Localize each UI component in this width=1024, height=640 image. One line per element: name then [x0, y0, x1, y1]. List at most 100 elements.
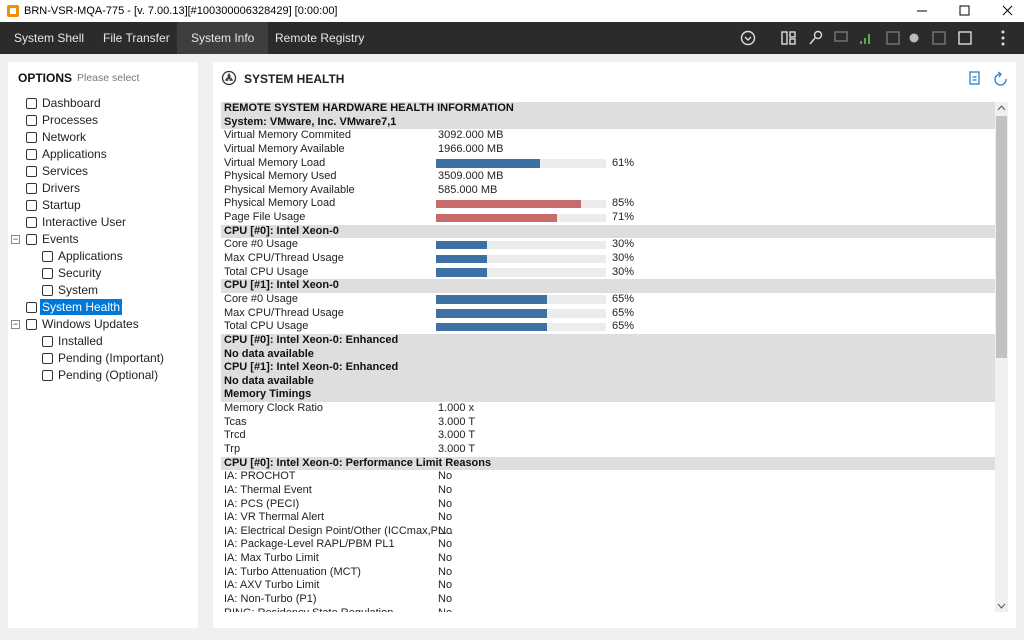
tree-icon [26, 233, 37, 245]
data-row: Max CPU/Thread Usage 30% [221, 252, 995, 266]
window-title: BRN-VSR-MQA-775 - [v. 7.00.13][#10030000… [24, 5, 338, 17]
row-value: No [438, 593, 453, 606]
section-label: REMOTE SYSTEM HARDWARE HEALTH INFORMATIO… [224, 102, 514, 114]
tree-icon [42, 284, 53, 296]
tree-item[interactable]: Security [58, 266, 102, 280]
data-row: IA: AXV Turbo Limit No [221, 579, 995, 593]
row-label: Virtual Memory Available [224, 142, 345, 155]
row-value: 3509.000 MB [438, 170, 504, 183]
row-label: IA: Package-Level RAPL/PBM PL1 [224, 538, 395, 551]
row-label: Max CPU/Thread Usage [224, 252, 344, 265]
section-label: CPU [#1]: Intel Xeon-0: Enhanced [224, 361, 399, 374]
tab[interactable]: System Info [177, 22, 269, 54]
data-row: IA: Electrical Design Point/Other (ICCma… [221, 525, 995, 539]
bar-label: 30% [612, 252, 635, 265]
tree-item[interactable]: Processes [42, 113, 99, 127]
row-label: Total CPU Usage [224, 265, 309, 278]
bar-label: 61% [612, 156, 635, 169]
tab[interactable]: File Transfer [103, 31, 170, 45]
tab[interactable]: Remote Registry [275, 31, 365, 45]
tree-item[interactable]: System Health [40, 299, 123, 315]
data-row: RING: Residency State Regulation No [221, 607, 995, 612]
data-row: Physical Memory Used 3509.000 MB [221, 170, 995, 184]
tree-item[interactable]: Installed [58, 334, 103, 348]
tree-expander[interactable]: − [11, 233, 20, 244]
tree-item[interactable]: System [58, 283, 99, 297]
row-label: IA: Turbo Attenuation (MCT) [224, 565, 361, 578]
bar-track [436, 254, 606, 264]
usage-bar [436, 240, 487, 250]
data-row: Virtual Memory Available 1966.000 MB [221, 143, 995, 157]
tree-icon [26, 165, 37, 177]
tree-item[interactable]: Startup [42, 198, 81, 212]
tab[interactable]: System Shell [14, 31, 85, 45]
tree-icon [26, 318, 37, 330]
row-label: IA: Electrical Design Point/Other (ICCma… [224, 524, 454, 537]
tree-item[interactable]: Dashboard [42, 96, 101, 110]
tree-icon [42, 267, 53, 279]
section-label: CPU [#0]: Intel Xeon-0: Enhanced [224, 333, 399, 346]
data-row: Trcd 3.000 T [221, 429, 995, 443]
row-label: IA: VR Thermal Alert [224, 511, 325, 524]
tree-item[interactable]: Pending (Optional) [58, 368, 159, 382]
tree-item[interactable]: Services [42, 164, 89, 178]
title-bar: BRN-VSR-MQA-775 - [v. 7.00.13][#10030000… [0, 0, 1024, 22]
tree-item[interactable]: Windows Updates [42, 317, 139, 331]
row-label: Trp [224, 443, 241, 455]
section-row: No data available [221, 347, 995, 362]
tree-item[interactable]: Interactive User [42, 215, 127, 229]
section-label: CPU [#0]: Intel Xeon-0 [224, 224, 339, 237]
section-row: System: VMware, Inc. VMware7,1 [221, 115, 995, 130]
tree-icon [42, 250, 53, 262]
tree-item[interactable]: Drivers [42, 181, 80, 195]
tree-expander[interactable]: − [11, 318, 20, 329]
data-row: Total CPU Usage 65% [221, 320, 995, 334]
row-value: No [438, 579, 453, 592]
data-row: IA: Max Turbo Limit No [221, 552, 995, 566]
row-label: Virtual Memory Load [224, 156, 326, 169]
section-label: CPU [#0]: Intel Xeon-0: Performance Limi… [224, 456, 492, 469]
section-label: CPU [#1]: Intel Xeon-0 [224, 279, 339, 292]
section-row: Memory Timings [221, 388, 995, 403]
bar-label: 85% [612, 197, 635, 210]
row-value: No [438, 497, 453, 510]
toolbar-icons[interactable] [735, 22, 1024, 54]
panel-title: SYSTEM HEALTH [244, 72, 345, 86]
row-label: IA: PROCHOT [224, 470, 296, 483]
data-row: Page File Usage 71% [221, 211, 995, 225]
data-row: IA: Package-Level RAPL/PBM PL1 No [221, 538, 995, 552]
data-row: IA: Thermal Event No [221, 484, 995, 498]
bar-label: 65% [612, 320, 635, 333]
health-table: REMOTE SYSTEM HARDWARE HEALTH INFORMATIO… [221, 102, 995, 612]
section-row: CPU [#0]: Intel Xeon-0: Performance Limi… [221, 456, 995, 471]
usage-bar [436, 254, 487, 264]
row-value: No [438, 607, 452, 612]
usage-bar [436, 268, 487, 277]
options-title: OPTIONS [18, 71, 73, 85]
tree-item[interactable]: Pending (Important) [58, 351, 165, 365]
data-row: IA: PCS (PECI) No [221, 498, 995, 512]
usage-bar [436, 159, 540, 168]
row-label: Physical Memory Load [224, 197, 336, 210]
section-row: No data available [221, 374, 995, 389]
data-row: Virtual Memory Load 61% [221, 157, 995, 171]
tree-item[interactable]: Applications [42, 147, 107, 161]
row-value: 585.000 MB [438, 183, 498, 196]
row-value: No [438, 552, 453, 565]
tree-item[interactable]: Network [42, 130, 87, 144]
scrollbar[interactable] [995, 102, 1008, 612]
data-row: Tcas 3.000 T [221, 416, 995, 430]
row-label: Total CPU Usage [224, 320, 309, 333]
tree-icon [42, 369, 53, 381]
tab-bar: System Shell File Transfer System Info Remo… [0, 22, 1024, 54]
row-label: Max CPU/Thread Usage [224, 306, 344, 319]
row-label: Core #0 Usage [224, 292, 298, 305]
usage-bar [436, 295, 547, 304]
section-label: No data available [224, 374, 314, 387]
panel-actions[interactable] [968, 70, 1008, 86]
tree-item[interactable]: Events [42, 232, 79, 246]
data-row: Memory Clock Ratio 1.000 x [221, 402, 995, 416]
data-row: IA: Turbo Attenuation (MCT) No [221, 566, 995, 580]
window-controls[interactable] [900, 0, 1024, 22]
tree-item[interactable]: Applications [58, 249, 123, 263]
